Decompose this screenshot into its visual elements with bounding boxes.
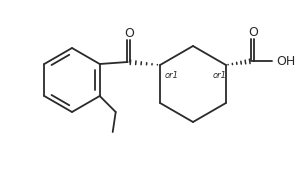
Text: O: O bbox=[124, 26, 134, 40]
Text: or1: or1 bbox=[165, 71, 179, 80]
Text: OH: OH bbox=[276, 55, 296, 67]
Text: or1: or1 bbox=[213, 71, 227, 80]
Text: O: O bbox=[248, 25, 258, 39]
